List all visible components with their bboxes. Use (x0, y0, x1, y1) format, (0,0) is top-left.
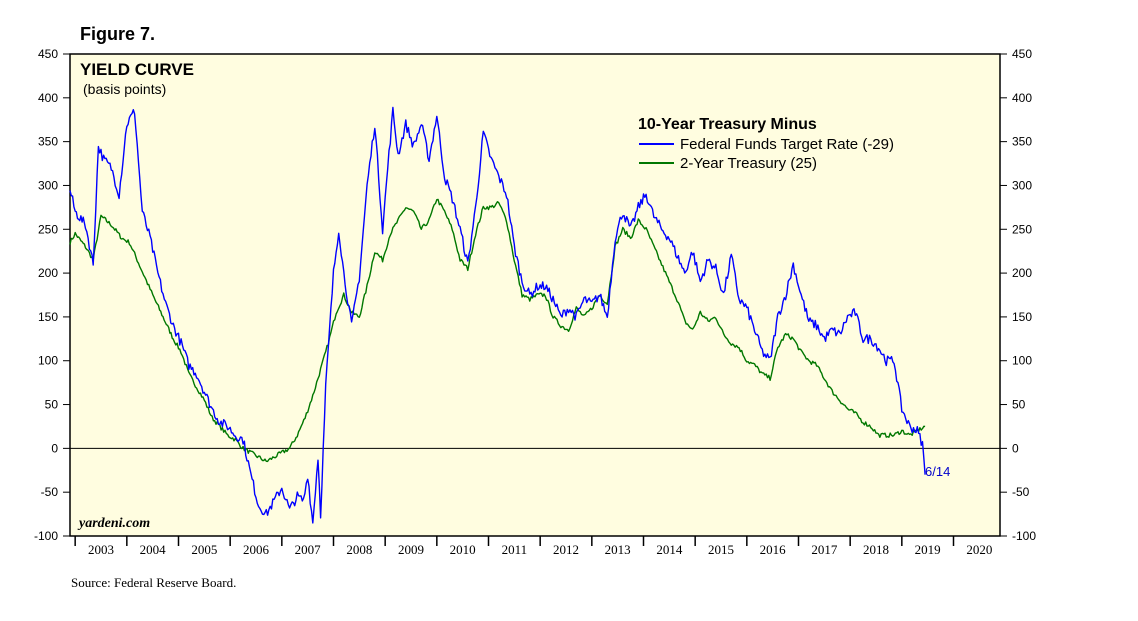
end-date-annotation: 6/14 (925, 464, 950, 479)
y-tick-label-left: 450 (38, 47, 58, 61)
watermark: yardeni.com (77, 516, 150, 531)
x-axis: 2003 2004 2005 2006 2007 2008 2009 2010 2011 2012… (74, 536, 992, 557)
y-tick-label-right: 200 (1012, 266, 1032, 280)
x-tick-label: 2008 (346, 542, 372, 557)
chart-subtitle: (basis points) (83, 81, 166, 97)
y-axis-left: 450 400 350 300 250 200 150 100 50 0 -50 -100 (34, 47, 70, 543)
y-axis-right: 450 400 350 300 250 200 150 100 50 0 -50 -100 (1000, 47, 1036, 543)
x-tick-label: 2017 (811, 542, 838, 557)
x-tick-label: 2013 (605, 542, 631, 557)
figure-label: Figure 7. (80, 24, 156, 44)
series-layer (69, 106, 926, 524)
x-tick-label: 2009 (398, 542, 424, 557)
y-tick-label-right: 250 (1012, 222, 1032, 236)
x-tick-label: 2016 (760, 542, 787, 557)
legend-label-fed-funds: Federal Funds Target Rate (-29) (680, 136, 894, 153)
x-tick-label: 2010 (450, 542, 476, 557)
y-tick-label-right: 150 (1012, 310, 1032, 324)
source-note: Source: Federal Reserve Board. (71, 575, 237, 590)
x-tick-label: 2005 (191, 542, 217, 557)
y-tick-label-left: 300 (38, 178, 58, 192)
x-tick-label: 2018 (863, 542, 889, 557)
x-tick-label: 2012 (553, 542, 579, 557)
legend-title: 10-Year Treasury Minus (638, 116, 817, 133)
x-tick-label: 2015 (708, 542, 734, 557)
y-tick-label-right: 350 (1012, 135, 1032, 149)
y-tick-label-right: 0 (1012, 441, 1019, 455)
x-tick-label: 2014 (656, 542, 683, 557)
y-tick-label-left: 50 (45, 398, 59, 412)
x-tick-label: 2020 (966, 542, 992, 557)
series-line-1 (69, 198, 926, 463)
x-tick-label: 2011 (502, 542, 528, 557)
x-tick-label: 2004 (140, 542, 167, 557)
y-tick-label-left: -50 (41, 485, 59, 499)
y-tick-label-right: 300 (1012, 178, 1032, 192)
x-tick-label: 2007 (295, 542, 322, 557)
y-tick-label-left: 0 (51, 441, 58, 455)
y-tick-label-left: -100 (34, 529, 58, 543)
legend-label-2yr: 2-Year Treasury (25) (680, 155, 817, 172)
x-tick-label: 2003 (88, 542, 114, 557)
plot-background (69, 53, 1001, 537)
x-tick-label: 2006 (243, 542, 270, 557)
y-tick-label-right: 100 (1012, 354, 1032, 368)
y-tick-label-right: 50 (1012, 398, 1026, 412)
y-tick-label-left: 250 (38, 222, 58, 236)
y-tick-label-left: 150 (38, 310, 58, 324)
y-tick-label-right: -50 (1012, 485, 1030, 499)
y-tick-label-left: 350 (38, 135, 58, 149)
y-tick-label-left: 100 (38, 354, 58, 368)
y-tick-label-right: 400 (1012, 91, 1032, 105)
y-tick-label-left: 400 (38, 91, 58, 105)
chart-title: YIELD CURVE (80, 60, 194, 79)
y-tick-label-right: -100 (1012, 529, 1036, 543)
series-line-0 (69, 106, 926, 524)
x-tick-label: 2019 (915, 542, 941, 557)
y-tick-label-left: 200 (38, 266, 58, 280)
y-tick-label-right: 450 (1012, 47, 1032, 61)
